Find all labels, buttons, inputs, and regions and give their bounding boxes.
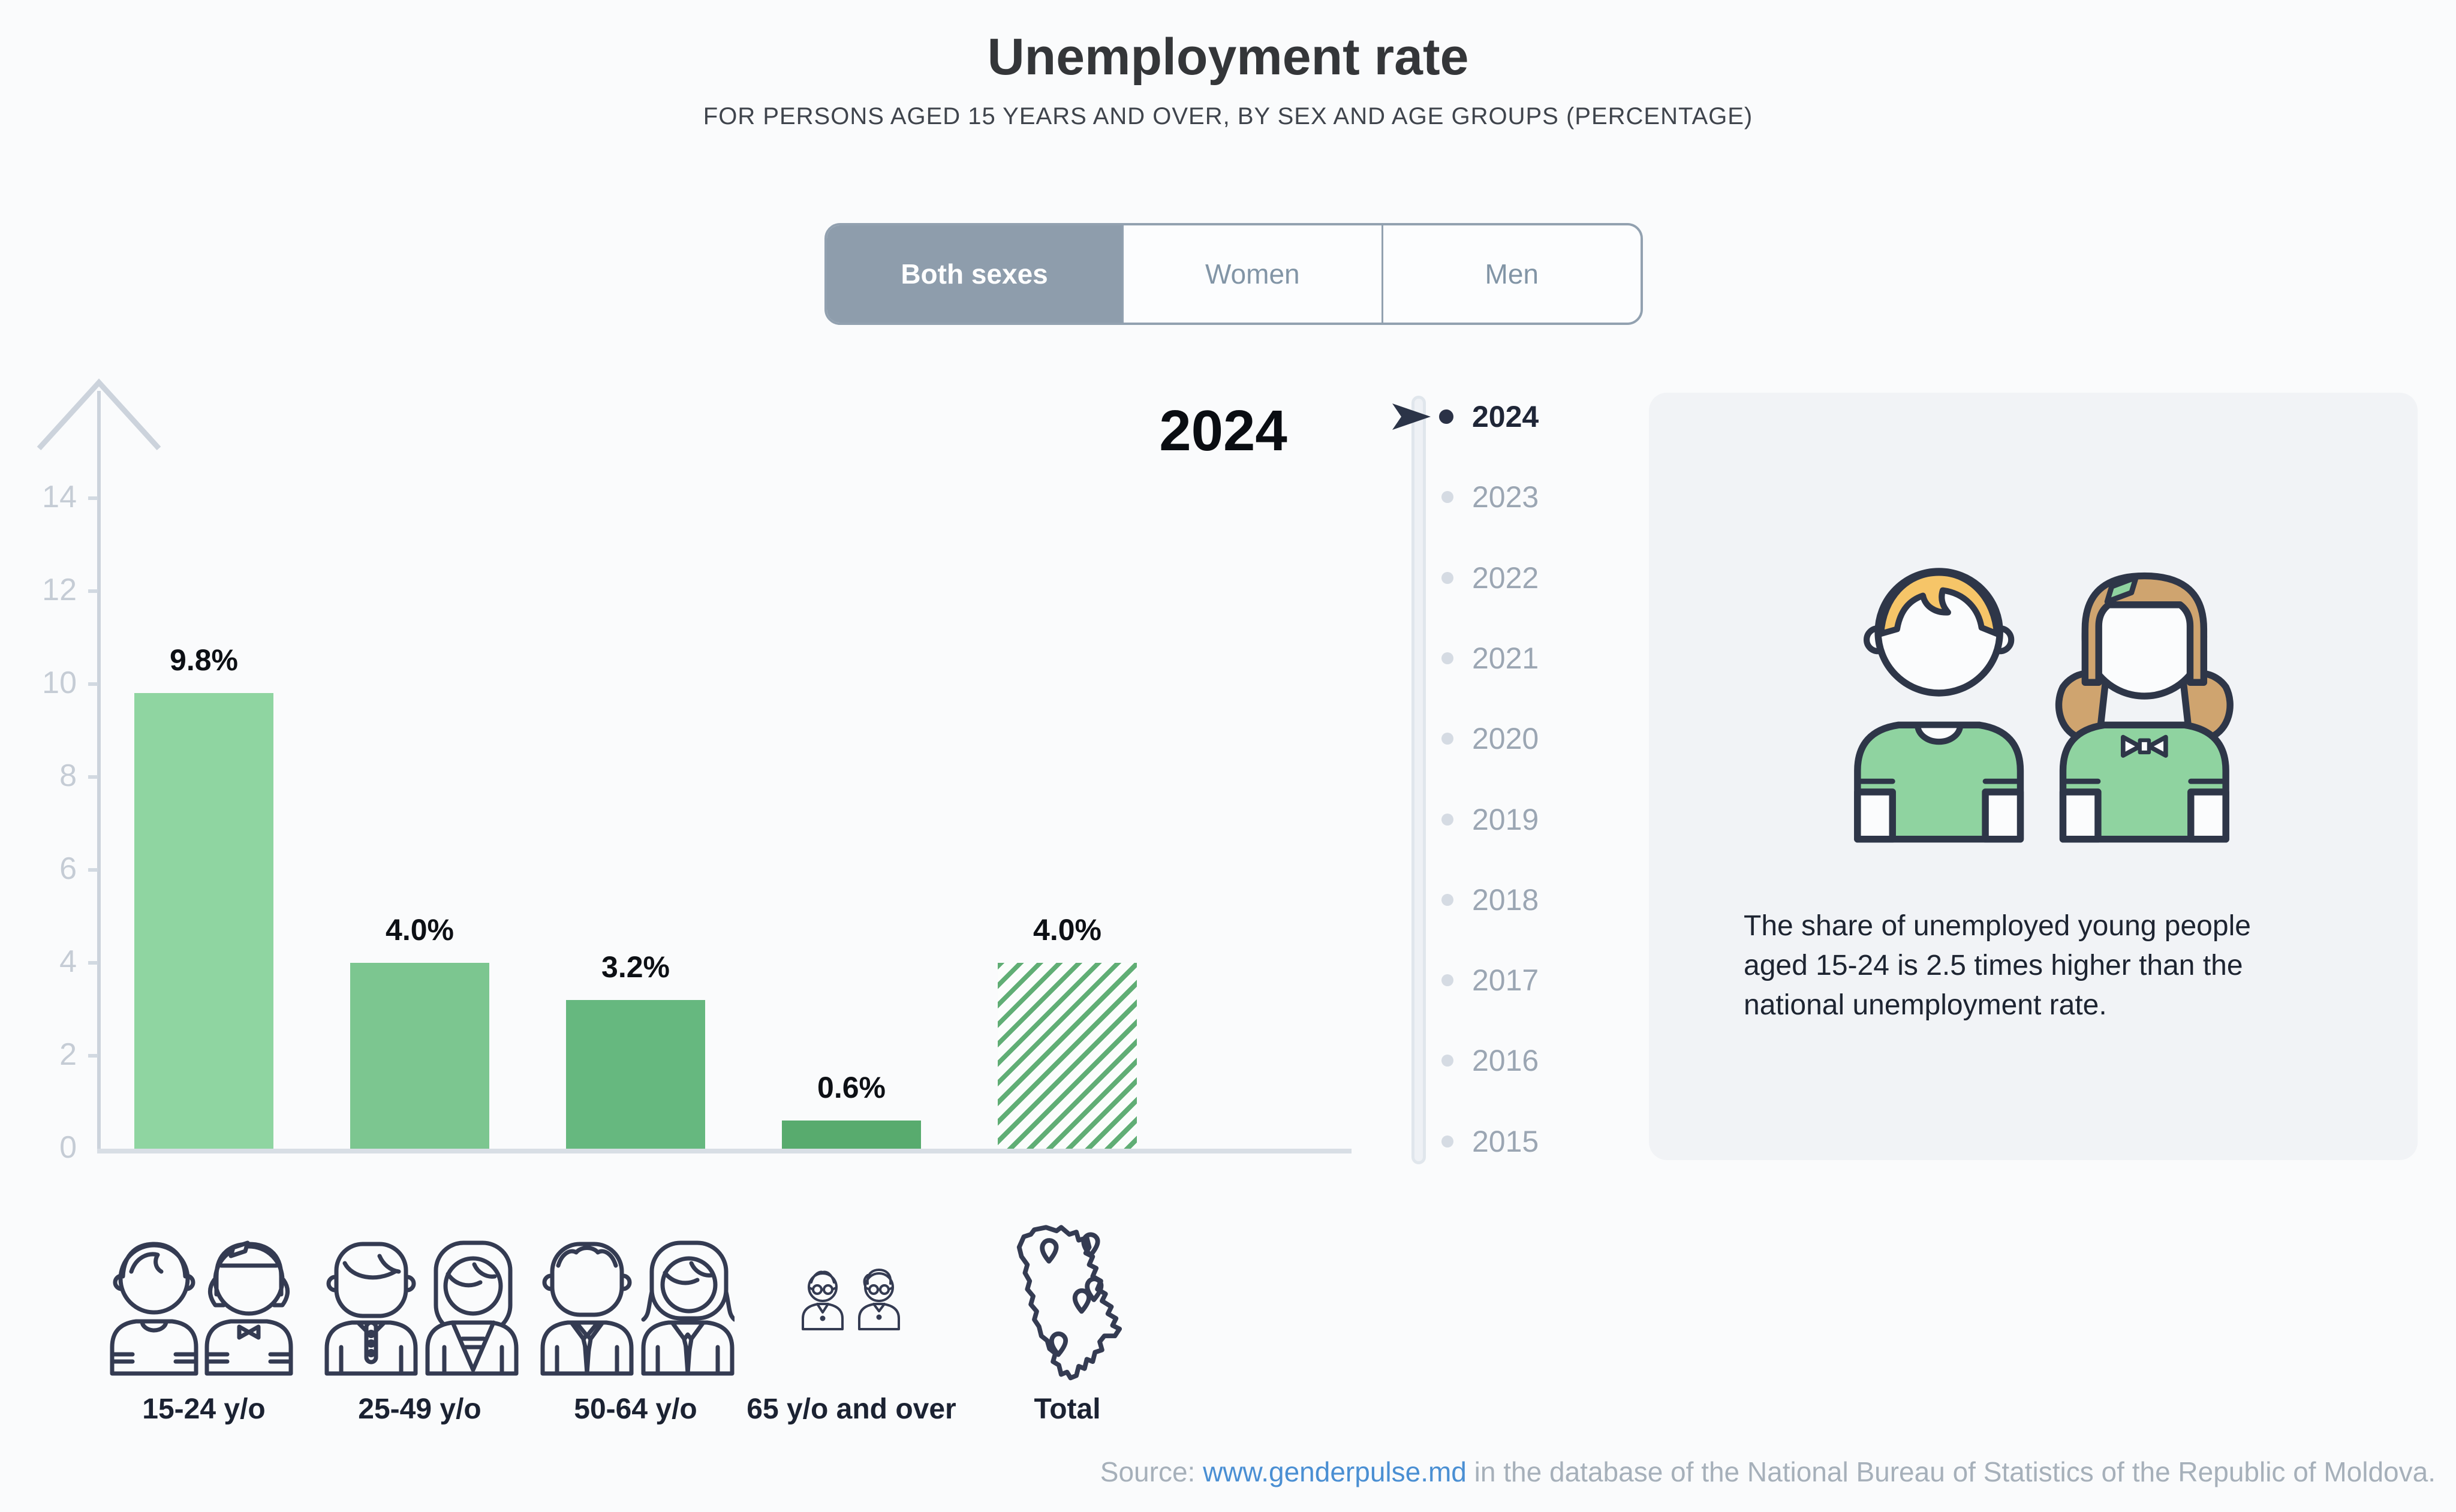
y-axis-tick-mark [88, 496, 98, 500]
timeline-year-2018[interactable]: 2018 [1472, 882, 1539, 917]
page-title: Unemployment rate [987, 28, 1469, 86]
insight-text-line: The share of unemployed young people [1744, 910, 2251, 942]
bar-50-64 y/o [566, 1000, 705, 1149]
tab-women[interactable]: Women [1122, 225, 1382, 323]
y-axis-tick-label: 8 [59, 758, 77, 793]
insight-text: The share of unemployed young people age… [1744, 906, 2251, 1025]
y-axis-tick-mark [88, 868, 98, 872]
source-line: Source: www.genderpulse.md in the databa… [1100, 1456, 2436, 1488]
bar-15-24 y/o [134, 693, 273, 1149]
y-axis-tick-label: 12 [42, 573, 77, 607]
tab-both-sexes[interactable]: Both sexes [827, 225, 1122, 323]
y-axis-tick-mark [88, 775, 98, 779]
y-axis-tick-mark [88, 1054, 98, 1058]
timeline-year-2019[interactable]: 2019 [1472, 802, 1539, 836]
timeline-dot-2021[interactable] [1441, 652, 1453, 664]
y-axis-tick-label: 2 [59, 1037, 77, 1072]
timeline-dot-2017[interactable] [1441, 974, 1453, 987]
y-axis-tick-mark [88, 589, 98, 593]
timeline-year-2015[interactable]: 2015 [1472, 1124, 1539, 1158]
age-label-25-49: 25-49 y/o [358, 1393, 481, 1425]
y-axis-tick-mark [88, 961, 98, 965]
y-axis-tick-label: 0 [59, 1130, 77, 1165]
bar-value-label: 9.8% [170, 643, 238, 677]
timeline-year-2016[interactable]: 2016 [1472, 1044, 1539, 1078]
page-subtitle: FOR PERSONS AGED 15 YEARS AND OVER, BY S… [703, 103, 1753, 129]
age-label-65-over: 65 y/o and over [747, 1393, 956, 1425]
bar-Total [998, 963, 1137, 1149]
bar-65 y/o and over [782, 1121, 921, 1149]
insight-text-line: aged 15-24 is 2.5 times higher than the [1744, 950, 2243, 981]
y-axis-tick-label: 4 [59, 944, 77, 979]
bar-value-label: 4.0% [386, 913, 454, 947]
timeline-cursor-icon[interactable] [1392, 402, 1431, 431]
moldova-map-icon [1016, 1224, 1122, 1380]
senior-pair-icon [540, 1240, 735, 1375]
source-suffix: in the database of the National Bureau o… [1466, 1456, 2436, 1487]
elderly-pair-icon [802, 1268, 900, 1330]
timeline-year-2021[interactable]: 2021 [1472, 641, 1539, 675]
age-label-total: Total [1034, 1393, 1101, 1425]
timeline-dot-2024[interactable] [1439, 409, 1453, 424]
age-label-15-24: 15-24 y/o [142, 1393, 266, 1425]
young-people-illustration [1854, 568, 2234, 843]
bar-25-49 y/o [350, 963, 489, 1149]
sex-filter-tabs: Both sexes Women Men [824, 223, 1643, 325]
timeline-year-2024[interactable]: 2024 [1472, 400, 1539, 433]
timeline-year-2020[interactable]: 2020 [1472, 722, 1539, 756]
timeline-year-2022[interactable]: 2022 [1472, 561, 1539, 595]
timeline-dot-2018[interactable] [1441, 893, 1453, 906]
age-label-50-64: 50-64 y/o [574, 1393, 697, 1425]
x-axis-line [97, 1149, 1352, 1153]
age-group-total: Total [959, 1210, 1175, 1426]
bar-value-label: 3.2% [601, 950, 670, 984]
y-axis-tick-mark [88, 682, 98, 686]
age-group-25-49: 25-49 y/o [312, 1210, 528, 1426]
age-group-65-over: 65 y/o and over [732, 1210, 971, 1426]
insight-card [1649, 393, 2418, 1160]
source-link[interactable]: www.genderpulse.md [1203, 1456, 1467, 1487]
tab-men[interactable]: Men [1381, 225, 1641, 323]
timeline-dot-2020[interactable] [1441, 733, 1453, 745]
age-group-50-64: 50-64 y/o [528, 1210, 744, 1426]
young-pair-icon [110, 1240, 293, 1375]
timeline-track[interactable] [1411, 396, 1426, 1164]
timeline-dot-2015[interactable] [1441, 1135, 1453, 1147]
age-group-15-24: 15-24 y/o [96, 1210, 312, 1426]
y-axis-line [97, 391, 101, 1149]
timeline-dot-2023[interactable] [1441, 491, 1453, 504]
timeline-dot-2019[interactable] [1441, 813, 1453, 826]
y-axis-tick-label: 6 [59, 851, 77, 886]
timeline-dot-2022[interactable] [1441, 571, 1453, 584]
timeline-year-2017[interactable]: 2017 [1472, 963, 1539, 998]
timeline-year-2023[interactable]: 2023 [1472, 480, 1539, 514]
bar-value-label: 4.0% [1033, 913, 1101, 947]
y-axis-tick-label: 10 [42, 665, 77, 700]
insight-text-line: national unemployment rate. [1744, 989, 2107, 1021]
source-prefix: Source: [1100, 1456, 1203, 1487]
y-axis-arrow-icon [37, 378, 161, 451]
bar-value-label: 0.6% [817, 1071, 886, 1104]
current-year-label: 2024 [1159, 399, 1287, 463]
timeline-dot-2016[interactable] [1441, 1055, 1453, 1067]
adult-pair-icon [324, 1240, 519, 1375]
y-axis-tick-label: 14 [42, 480, 77, 514]
